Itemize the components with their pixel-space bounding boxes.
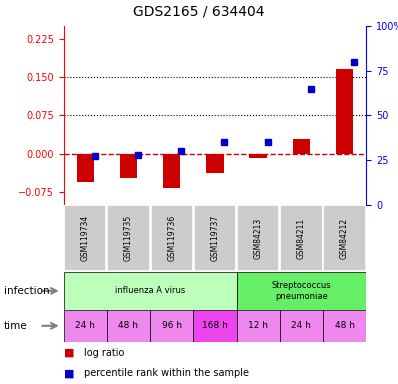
Text: Streptococcus
pneumoniae: Streptococcus pneumoniae bbox=[271, 281, 331, 301]
Bar bbox=[150, 205, 193, 271]
Bar bbox=[206, 154, 224, 173]
Text: 24 h: 24 h bbox=[291, 321, 311, 330]
Bar bbox=[293, 139, 310, 154]
Text: 96 h: 96 h bbox=[162, 321, 182, 330]
Bar bbox=[107, 310, 150, 342]
Bar bbox=[120, 154, 137, 178]
Bar bbox=[280, 205, 322, 271]
Text: 12 h: 12 h bbox=[248, 321, 268, 330]
Bar bbox=[150, 310, 193, 342]
Bar bbox=[336, 70, 353, 154]
Text: 168 h: 168 h bbox=[202, 321, 228, 330]
Bar bbox=[250, 154, 267, 158]
Bar bbox=[64, 310, 107, 342]
Bar bbox=[193, 310, 236, 342]
Bar bbox=[107, 205, 150, 271]
Bar bbox=[323, 310, 366, 342]
Text: 48 h: 48 h bbox=[335, 321, 355, 330]
Bar bbox=[194, 205, 236, 271]
Bar bbox=[64, 205, 106, 271]
Text: GSM84212: GSM84212 bbox=[340, 218, 349, 259]
Text: ■: ■ bbox=[64, 348, 74, 358]
Bar bbox=[64, 272, 236, 310]
Bar bbox=[77, 154, 94, 182]
Text: GSM119735: GSM119735 bbox=[124, 215, 133, 262]
Bar bbox=[324, 205, 366, 271]
Text: GSM84213: GSM84213 bbox=[254, 218, 263, 259]
Text: GSM119734: GSM119734 bbox=[81, 215, 90, 262]
Text: 24 h: 24 h bbox=[75, 321, 95, 330]
Text: 48 h: 48 h bbox=[119, 321, 139, 330]
Text: ■: ■ bbox=[64, 368, 74, 378]
Text: GSM84211: GSM84211 bbox=[297, 218, 306, 259]
Bar bbox=[163, 154, 180, 188]
Text: percentile rank within the sample: percentile rank within the sample bbox=[84, 368, 249, 378]
Text: influenza A virus: influenza A virus bbox=[115, 286, 185, 295]
Text: log ratio: log ratio bbox=[84, 348, 124, 358]
Bar bbox=[237, 205, 279, 271]
Bar bbox=[236, 272, 366, 310]
Bar bbox=[280, 310, 323, 342]
Text: GSM119736: GSM119736 bbox=[167, 215, 176, 262]
Text: GDS2165 / 634404: GDS2165 / 634404 bbox=[133, 5, 265, 18]
Text: infection: infection bbox=[4, 286, 50, 296]
Bar bbox=[236, 310, 280, 342]
Text: time: time bbox=[4, 321, 27, 331]
Text: GSM119737: GSM119737 bbox=[211, 215, 219, 262]
